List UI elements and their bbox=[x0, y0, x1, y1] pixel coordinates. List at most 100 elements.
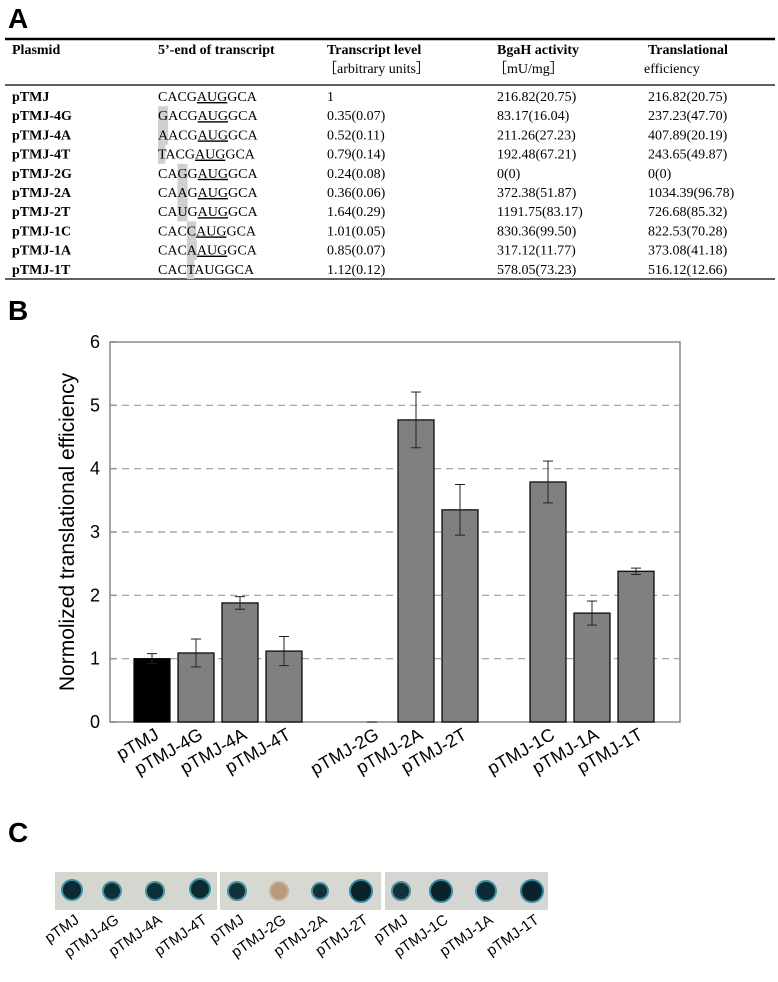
table-cell: 83.17(16.04) bbox=[497, 109, 570, 124]
plasmid: pTMJ-2A bbox=[12, 186, 72, 201]
table-cell: 830.36(99.50) bbox=[497, 224, 577, 239]
dot bbox=[475, 880, 497, 902]
dot bbox=[227, 881, 247, 901]
table-cell: 0.24(0.08) bbox=[327, 167, 386, 182]
plasmid: pTMJ-4T bbox=[12, 148, 71, 163]
table-cell: 237.23(47.70) bbox=[648, 109, 728, 124]
column-header: Plasmid bbox=[12, 43, 60, 58]
table-cell: 578.05(73.23) bbox=[497, 263, 577, 278]
table-cell: 0.35(0.07) bbox=[327, 109, 386, 124]
y-tick-label: 0 bbox=[90, 712, 100, 732]
column-header: ［arbitrary units］ bbox=[323, 61, 430, 77]
plasmid: pTMJ-4G bbox=[12, 109, 72, 124]
table-cell: 516.12(12.66) bbox=[648, 263, 728, 278]
table-cell: 1034.39(96.78) bbox=[648, 186, 735, 201]
bar bbox=[529, 481, 567, 723]
dot bbox=[61, 879, 83, 901]
table-cell: 0.85(0.07) bbox=[327, 244, 386, 259]
column-header: Translational bbox=[648, 43, 728, 58]
plasmid: pTMJ-1C bbox=[12, 224, 71, 239]
highlight bbox=[177, 183, 188, 203]
plasmid: pTMJ-1A bbox=[12, 244, 72, 259]
chart: 0 1 2 3 4 5 6 Normolized translational efficien… bbox=[56, 332, 680, 779]
highlight bbox=[186, 221, 197, 241]
plasmid: pTMJ bbox=[12, 90, 49, 105]
table-cell: 373.08(41.18) bbox=[648, 244, 728, 259]
table-cell: 407.89(20.19) bbox=[648, 128, 728, 143]
highlight bbox=[177, 163, 188, 183]
column-header: Transcript level bbox=[327, 43, 421, 58]
highlight bbox=[158, 144, 166, 164]
sequence: CAUGAUGGCA bbox=[158, 205, 258, 220]
sequence: CACTAUGGCA bbox=[158, 263, 255, 278]
table-cell: 0.52(0.11) bbox=[327, 128, 385, 143]
table-cell: 0(0) bbox=[497, 167, 521, 182]
highlight bbox=[186, 259, 195, 279]
table-cell: 1.64(0.29) bbox=[327, 205, 386, 220]
table-cell: 822.53(70.28) bbox=[648, 224, 728, 239]
table-cell: 211.26(27.23) bbox=[497, 128, 576, 143]
dot bbox=[189, 878, 211, 900]
panel-label: C bbox=[8, 817, 28, 848]
y-tick-label: 6 bbox=[90, 332, 100, 352]
bar bbox=[133, 658, 171, 723]
y-tick-label: 3 bbox=[90, 522, 100, 542]
highlight bbox=[177, 202, 188, 222]
table-cell: 0.79(0.14) bbox=[327, 148, 386, 163]
bar bbox=[441, 509, 479, 723]
y-tick-label: 4 bbox=[90, 459, 100, 479]
plasmid: pTMJ-4A bbox=[12, 128, 72, 143]
table-cell: 0.36(0.06) bbox=[327, 186, 386, 201]
plasmid: pTMJ-1T bbox=[12, 263, 71, 278]
table-cell: 1.01(0.05) bbox=[327, 224, 386, 239]
sequence: CAAGAUGGCA bbox=[158, 186, 258, 201]
sequence: TACGAUGGCA bbox=[158, 148, 256, 163]
table-cell: 216.82(20.75) bbox=[497, 90, 577, 105]
y-tick-label: 2 bbox=[90, 585, 100, 605]
table-cell: 726.68(85.32) bbox=[648, 205, 728, 220]
table-cell: 243.65(49.87) bbox=[648, 148, 728, 163]
bar bbox=[573, 612, 611, 723]
sequence: CACCAUGGCA bbox=[158, 224, 257, 239]
dot bbox=[429, 879, 453, 903]
column-header: 5’-end of transcript bbox=[158, 43, 275, 58]
dot bbox=[391, 881, 411, 901]
column-header: efficiency bbox=[644, 62, 700, 77]
column-header: ［mU/mg］ bbox=[493, 61, 564, 77]
dot bbox=[269, 881, 289, 901]
dot bbox=[145, 881, 165, 901]
highlight bbox=[186, 240, 197, 260]
highlight bbox=[158, 125, 169, 145]
y-tick-label: 5 bbox=[90, 395, 100, 415]
dot-label: pTMJ-1T bbox=[483, 911, 542, 959]
sequence: CACGAUGGCA bbox=[158, 90, 258, 105]
plasmid: pTMJ-2G bbox=[12, 167, 72, 182]
table-cell: 1 bbox=[327, 90, 334, 105]
y-tick-label: 1 bbox=[90, 649, 100, 669]
table-cell: 192.48(67.21) bbox=[497, 148, 577, 163]
column-header: BgaH activity bbox=[497, 43, 579, 58]
table-cell: 317.12(11.77) bbox=[497, 244, 576, 259]
dot bbox=[520, 879, 544, 903]
panel-label: B bbox=[8, 295, 28, 326]
dot bbox=[102, 881, 122, 901]
table-cell: 216.82(20.75) bbox=[648, 90, 728, 105]
dot-strips bbox=[55, 872, 548, 910]
bar bbox=[221, 602, 259, 723]
sequence: AACGAUGGCA bbox=[158, 128, 258, 143]
table-cell: 1191.75(83.17) bbox=[497, 205, 583, 220]
bar bbox=[397, 419, 435, 723]
plasmid: pTMJ-2T bbox=[12, 205, 71, 220]
sequence: GACGAUGGCA bbox=[158, 109, 258, 124]
dot-labels: pTMJpTMJ-4GpTMJ-4ApTMJ-4TpTMJpTMJ-2GpTMJ… bbox=[42, 911, 542, 961]
table: Plasmid 5’-end of transcript Transcript le… bbox=[12, 43, 735, 279]
table-cell: 1.12(0.12) bbox=[327, 263, 386, 278]
panel-label: A bbox=[8, 3, 28, 34]
sequence: CAGGAUGGCA bbox=[158, 167, 258, 182]
table-cell: 0(0) bbox=[648, 167, 672, 182]
sequence: CACAAUGGCA bbox=[158, 244, 258, 259]
table-cell: 372.38(51.87) bbox=[497, 186, 577, 201]
dot bbox=[311, 882, 329, 900]
bar bbox=[617, 570, 655, 723]
